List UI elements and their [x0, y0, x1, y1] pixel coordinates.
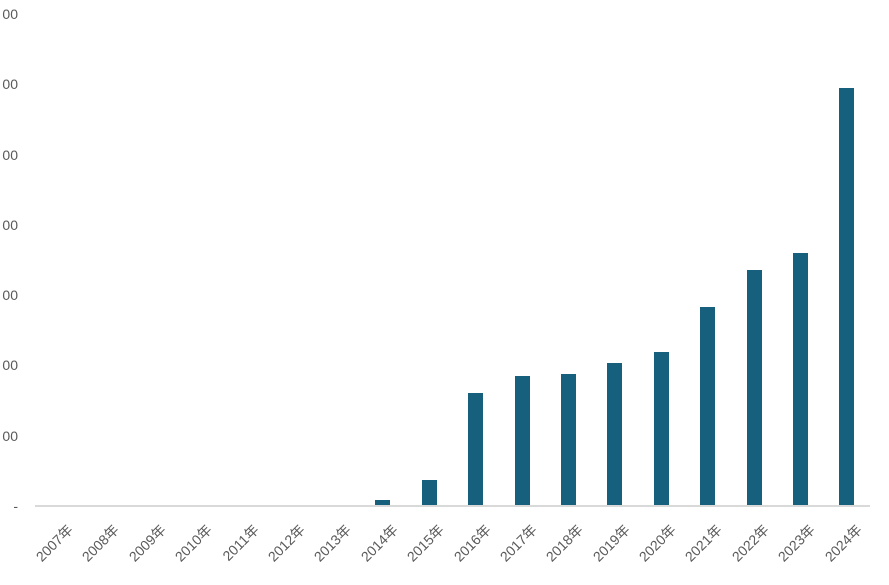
x-axis-label-2010年: 2010年 [171, 521, 216, 565]
y-axis-zero-marker: - [13, 498, 18, 514]
x-axis-label-2018年: 2018年 [542, 521, 587, 565]
bar-2015年 [421, 480, 437, 505]
x-axis-label-2023年: 2023年 [774, 521, 819, 565]
y-axis-tick-label: 00 [2, 146, 18, 163]
y-axis-tick-label: 00 [2, 216, 18, 233]
x-axis-label-2012年: 2012年 [264, 521, 308, 565]
bar-2024年 [839, 88, 855, 505]
y-axis-tick-label: 00 [2, 287, 18, 304]
x-axis-line [35, 505, 870, 507]
bar-2023年 [792, 253, 808, 505]
bar-2021年 [700, 307, 716, 505]
x-axis-label-2009年: 2009年 [125, 521, 169, 565]
bar-2020年 [653, 352, 669, 505]
bar-2018年 [560, 374, 576, 505]
bar-2014年 [375, 500, 391, 505]
x-axis-label-2013年: 2013年 [311, 521, 355, 565]
x-axis-label-2016年: 2016年 [450, 521, 494, 565]
x-axis-label-2019年: 2019年 [589, 521, 633, 565]
y-axis-tick-label: 00 [2, 76, 18, 93]
bar-2017年 [514, 376, 530, 505]
x-axis-label-2008年: 2008年 [79, 521, 123, 565]
y-axis-tick-label: 00 [2, 427, 18, 444]
y-axis-tick-label: 00 [2, 357, 18, 374]
x-axis-label-2011年: 2011年 [218, 521, 262, 564]
x-axis-label-2020年: 2020年 [635, 521, 679, 565]
x-axis-label-2017年: 2017年 [496, 521, 540, 565]
x-axis-label-2024年: 2024年 [821, 521, 865, 565]
bar-2022年 [746, 270, 762, 505]
x-axis-label-2022年: 2022年 [728, 521, 772, 565]
x-axis-label-2007年: 2007年 [32, 521, 76, 565]
x-axis-label-2014年: 2014年 [357, 521, 401, 565]
x-axis-label-2015年: 2015年 [403, 521, 448, 565]
bar-2019年 [607, 363, 623, 505]
y-axis-tick-label: 00 [2, 6, 18, 22]
bar-2016年 [468, 393, 484, 505]
x-axis-label-2021年: 2021年 [682, 521, 726, 565]
